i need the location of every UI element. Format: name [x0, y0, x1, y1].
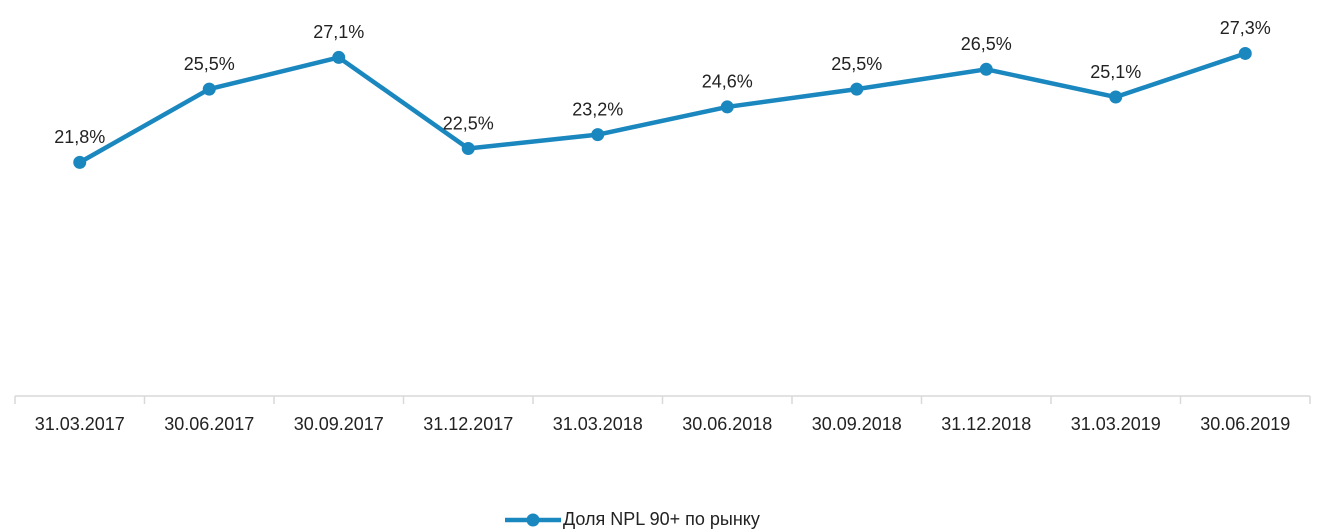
x-tick-label: 31.03.2017 [35, 414, 125, 434]
point [979, 62, 993, 76]
data-label: 23,2% [572, 99, 623, 119]
x-tick-label: 31.12.2018 [941, 414, 1031, 434]
point [850, 82, 864, 96]
legend-marker [526, 513, 540, 527]
point [73, 155, 87, 169]
data-label: 27,3% [1220, 18, 1271, 38]
x-tick-label: 30.06.2017 [164, 414, 254, 434]
point [332, 50, 346, 64]
data-label: 22,5% [443, 113, 494, 133]
x-tick-label: 30.09.2018 [812, 414, 902, 434]
data-label: 25,5% [184, 54, 235, 74]
point [461, 142, 475, 155]
x-tick-label: 30.09.2017 [294, 414, 384, 434]
data-label: 25,1% [1090, 62, 1141, 82]
point [202, 82, 216, 96]
data-label: 24,6% [702, 72, 753, 92]
point [1238, 46, 1252, 60]
data-label: 27,1% [313, 22, 364, 42]
point [591, 128, 605, 142]
x-tick-label: 31.12.2017 [423, 414, 513, 434]
x-tick-label: 31.03.2019 [1071, 414, 1161, 434]
legend-label: Доля NPL 90+ по рынку [563, 509, 760, 529]
x-tick-label: 30.06.2018 [682, 414, 772, 434]
point [720, 100, 734, 114]
data-label: 26,5% [961, 34, 1012, 54]
x-tick-label: 30.06.2019 [1200, 414, 1290, 434]
line [78, 51, 1246, 165]
x-tick-label: 31.03.2018 [553, 414, 643, 434]
data-label: 21,8% [54, 127, 105, 147]
point [1109, 90, 1123, 104]
data-label: 25,5% [831, 54, 882, 74]
